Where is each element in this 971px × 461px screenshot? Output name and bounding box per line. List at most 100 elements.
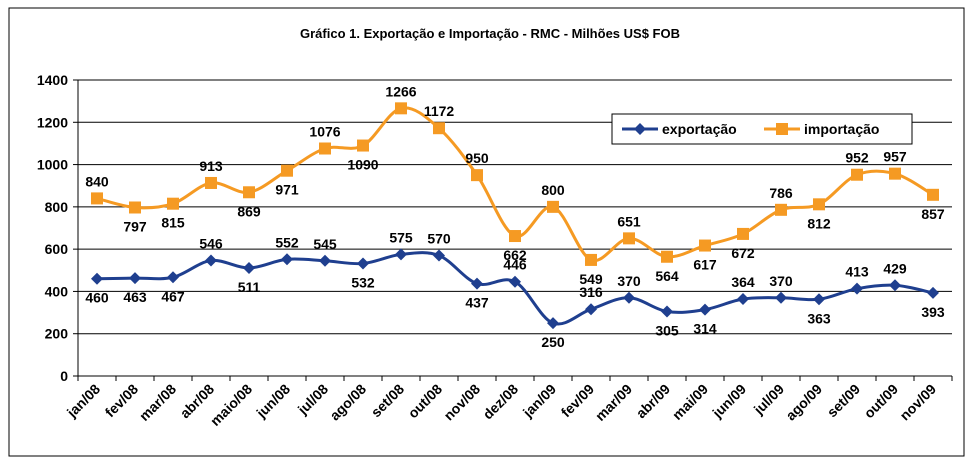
data-label: 1266 [385,83,416,99]
point-marker [395,248,407,261]
chart-title: Gráfico 1. Exportação e Importação - RMC… [300,26,680,41]
point-marker [661,250,673,263]
y-tick-label: 200 [45,326,69,342]
legend: exportação importação [611,113,913,145]
point-marker [281,164,293,177]
point-marker [661,305,673,318]
data-label: 800 [541,182,565,198]
data-label: 840 [85,173,109,189]
data-label: 570 [427,230,451,246]
point-marker [634,123,646,135]
data-label: 370 [617,273,641,289]
data-label: 316 [579,284,603,300]
point-marker [357,257,369,270]
legend-label: importação [804,121,879,137]
point-marker [776,123,788,135]
point-marker [205,176,217,189]
point-marker [889,167,901,180]
data-label: 913 [199,158,223,174]
point-marker [433,122,445,135]
point-marker [927,188,939,201]
point-marker [129,201,141,214]
data-label: 413 [845,264,869,280]
data-label: 815 [161,215,185,231]
data-label: 463 [123,289,147,305]
data-label: 952 [845,150,869,166]
y-tick-label: 1400 [37,72,68,88]
data-label: 460 [85,290,109,306]
data-label: 564 [655,268,679,284]
point-marker [585,303,597,316]
point-marker [775,291,787,304]
point-marker [813,293,825,306]
data-label: 1076 [309,124,340,140]
chart-frame [8,7,965,457]
point-marker [509,230,521,243]
point-marker [471,169,483,182]
point-marker [737,227,749,240]
point-marker [699,303,711,316]
data-label: 617 [693,257,717,273]
point-marker [91,192,103,205]
data-label: 812 [807,215,831,231]
data-label: 786 [769,185,793,201]
point-marker [547,317,559,330]
point-marker [623,291,635,304]
point-marker [395,102,407,115]
data-label: 549 [579,271,603,287]
point-marker [623,232,635,245]
point-marker [243,186,255,199]
data-label: 370 [769,273,793,289]
y-tick-label: 600 [45,241,69,257]
point-marker [319,254,331,267]
data-label: 971 [275,182,299,198]
data-label: 393 [921,304,945,320]
data-label: 552 [275,234,299,250]
data-label: 662 [503,247,527,263]
y-tick-label: 400 [45,283,69,299]
point-marker [851,168,863,181]
point-marker [547,200,559,213]
data-label: 672 [731,245,755,261]
data-label: 429 [883,260,907,276]
legend-box [611,113,913,145]
point-marker [205,254,217,267]
data-label: 546 [199,236,223,252]
point-marker [585,253,597,266]
data-label: 545 [313,236,337,252]
data-label: 363 [807,310,831,326]
data-label: 532 [351,275,375,291]
point-marker [889,279,901,292]
point-marker [281,253,293,266]
data-label: 950 [465,150,489,166]
data-label: 1090 [347,157,378,173]
point-marker [927,286,939,299]
data-label: 446 [503,257,527,273]
data-label: 857 [921,206,945,222]
y-tick-label: 1200 [37,114,68,130]
data-label: 364 [731,274,755,290]
point-marker [319,142,331,155]
data-label: 1172 [424,103,455,119]
point-marker [357,139,369,152]
y-tick-label: 0 [60,368,68,384]
data-label: 869 [237,203,261,219]
data-label: 575 [389,229,413,245]
data-label: 957 [883,149,907,165]
y-tick-label: 1000 [37,157,68,173]
point-marker [775,203,787,216]
data-label: 314 [693,321,717,337]
point-marker [509,275,521,288]
point-marker [737,293,749,306]
y-tick-label: 800 [45,199,69,215]
point-marker [243,261,255,274]
data-label: 511 [238,279,261,295]
point-marker [91,272,103,285]
point-marker [471,277,483,290]
point-marker [129,272,141,285]
data-label: 250 [541,334,565,350]
point-marker [167,271,179,284]
point-marker [433,249,445,262]
legend-label: exportação [662,121,737,137]
